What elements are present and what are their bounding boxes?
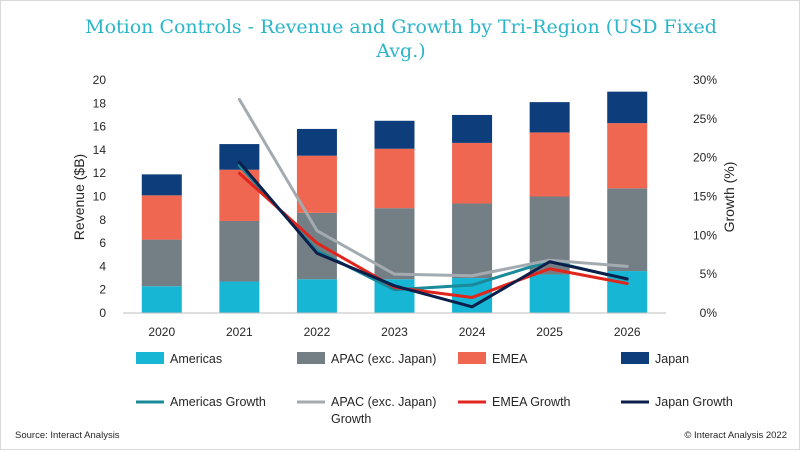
bar-japan-2023 (374, 120, 415, 149)
legend-label: Americas Growth (170, 395, 266, 409)
y-tick-label: 20 (93, 73, 107, 87)
legend-label: Growth (331, 412, 371, 426)
y-tick-label: 18 (93, 96, 107, 110)
bar-apac-exc-japan-2022 (296, 212, 337, 280)
bar-japan-2022 (296, 128, 337, 156)
y-tick-label: 16 (93, 120, 107, 134)
y2-tick-label: 30% (693, 73, 717, 87)
legend-label: APAC (exc. Japan) (331, 352, 436, 366)
x-tick-label: 2026 (614, 325, 641, 339)
y2-tick-label: 15% (693, 190, 717, 204)
y-tick-label: 4 (99, 259, 106, 273)
bar-emea-2020 (141, 195, 182, 240)
legend-swatch (297, 352, 325, 364)
bar-apac-exc-japan-2021 (219, 220, 260, 282)
legend-swatch (458, 352, 486, 364)
y-tick-label: 12 (93, 166, 107, 180)
bar-japan-2024 (452, 114, 493, 143)
line-apac-exc-japan-growth (237, 97, 629, 278)
chart-title-line-2: Avg.) (375, 40, 425, 62)
legend-swatch (136, 352, 164, 364)
y2-axis-label: Growth (%) (721, 162, 737, 233)
y-tick-label: 0 (99, 306, 106, 320)
bar-americas-2020 (141, 286, 182, 313)
y-tick-label: 6 (99, 236, 106, 250)
y-tick-label: 8 (99, 213, 106, 227)
y-axis-right: 0% 5% 10% 15% 20% 25% 30% (693, 73, 717, 320)
chart-title: Motion Controls - Revenue and Growth by … (85, 16, 717, 62)
y-tick-label: 14 (93, 143, 107, 157)
copyright-note: © Interact Analysis 2022 (684, 430, 787, 441)
bar-americas-2021 (219, 281, 260, 313)
bar-emea-2026 (607, 123, 648, 189)
legend-label: Americas (170, 352, 222, 366)
chart-title-line-1: Motion Controls - Revenue and Growth by … (85, 16, 717, 38)
bar-americas-2025 (529, 274, 570, 313)
legend-label: EMEA Growth (492, 395, 571, 409)
legend-label: APAC (exc. Japan) (331, 395, 436, 409)
bar-apac-exc-japan-2023 (374, 208, 415, 280)
y-tick-label: 10 (93, 190, 107, 204)
x-tick-label: 2020 (148, 325, 175, 339)
legend-label: Japan (655, 352, 689, 366)
line-emea-growth (237, 171, 629, 299)
source-note: Source: Interact Analysis (15, 430, 120, 441)
x-tick-label: 2024 (459, 325, 486, 339)
x-tick-label: 2023 (381, 325, 408, 339)
bar-emea-2025 (529, 132, 570, 197)
bar-americas-2022 (296, 279, 337, 313)
x-axis: 2020 2021 2022 2023 2024 2025 2026 (148, 325, 640, 339)
legend: Americas APAC (exc. Japan) EMEA Japan Americ… (136, 352, 733, 426)
legend-swatch (621, 352, 649, 364)
bar-japan-2020 (141, 174, 182, 196)
bar-apac-exc-japan-2026 (607, 188, 648, 272)
y-axis-left: 0 2 4 6 8 10 12 14 16 18 20 (93, 73, 107, 320)
y2-tick-label: 10% (693, 228, 717, 242)
line-japan-growth (237, 160, 629, 309)
bar-apac-exc-japan-2020 (141, 239, 182, 287)
bar-apac-exc-japan-2024 (452, 203, 493, 279)
bar-layer (141, 91, 648, 313)
legend-label: Japan Growth (655, 395, 733, 409)
bar-japan-2026 (607, 91, 648, 124)
legend-label: EMEA (492, 352, 528, 366)
y2-tick-label: 5% (700, 267, 718, 281)
y-axis-label: Revenue ($B) (71, 154, 87, 240)
bar-emea-2023 (374, 148, 415, 209)
bar-japan-2025 (529, 102, 570, 133)
x-tick-label: 2021 (226, 325, 253, 339)
growth-line-layer (237, 97, 629, 309)
y2-tick-label: 25% (693, 112, 717, 126)
y2-tick-label: 0% (700, 306, 718, 320)
bar-emea-2022 (296, 155, 337, 213)
bar-emea-2024 (452, 142, 493, 204)
y-tick-label: 2 (99, 283, 106, 297)
x-tick-label: 2022 (304, 325, 331, 339)
x-tick-label: 2025 (536, 325, 563, 339)
y2-tick-label: 20% (693, 151, 717, 165)
